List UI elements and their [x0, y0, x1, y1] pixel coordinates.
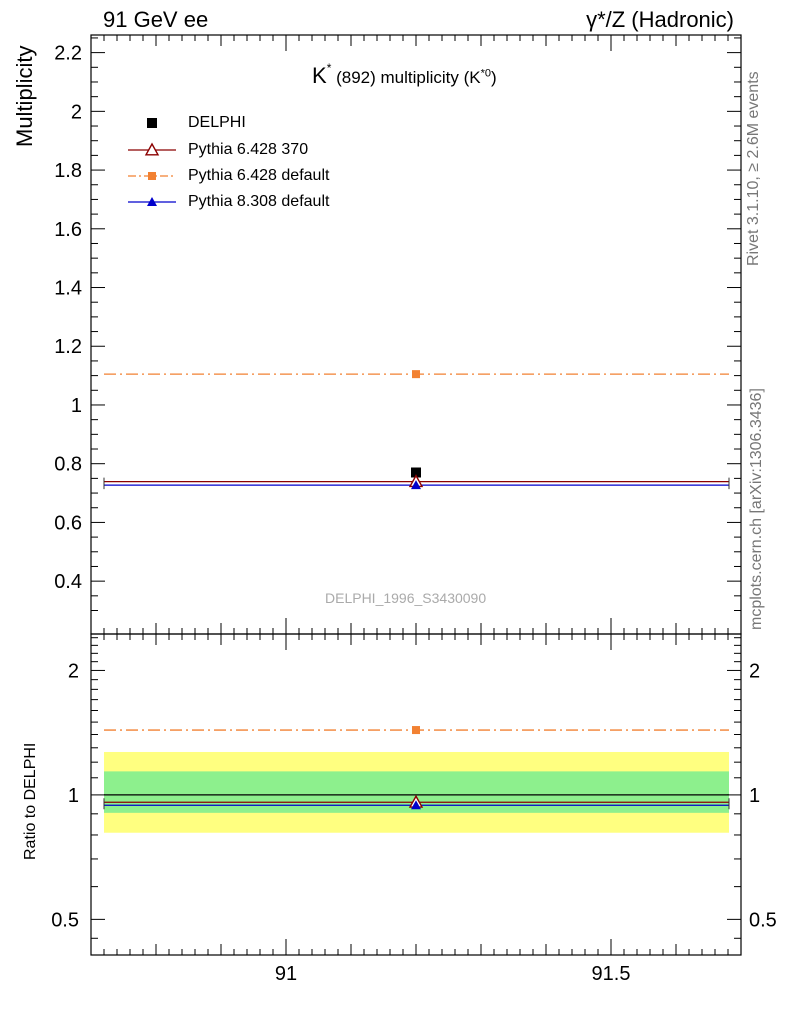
title-sup: *0 [480, 67, 492, 80]
energy-label: 91 GeV ee [103, 7, 209, 32]
main-y-tick-label: 1 [71, 395, 82, 417]
title-star: * [326, 61, 332, 76]
ratio-y-tick-label-right: 2 [749, 660, 760, 682]
main-y-tick-label: 0.4 [54, 571, 82, 593]
ratio-pythia8-default-point [411, 800, 421, 810]
main-y-tick-label: 2 [71, 101, 82, 123]
main-y-tick-label: 1.2 [54, 336, 82, 358]
legend-marker-pythia8-default [147, 197, 157, 206]
title-close: ) [491, 68, 497, 87]
mcplots-label: mcplots.cern.ch [arXiv:1306.3436] [748, 388, 765, 630]
legend-entry-pythia6-370: Pythia 6.428 370 [188, 141, 309, 158]
analysis-watermark: DELPHI_1996_S3430090 [325, 590, 487, 606]
legend-entry-pythia8-default: Pythia 8.308 default [188, 193, 330, 210]
process-label: γ*/Z (Hadronic) [586, 7, 734, 32]
main-y-tick-label: 0.8 [54, 454, 82, 476]
title-main: (892) multiplicity (K [336, 68, 481, 87]
ratio-y-tick-label-right: 1 [749, 785, 760, 807]
legend-marker-delphi [147, 118, 157, 128]
legend-marker-pythia6-default [148, 172, 156, 180]
ratio-pythia6-default-point [412, 726, 420, 735]
legend-marker-pythia6-370 [144, 142, 160, 156]
pythia6-default-point [412, 370, 420, 379]
main-y-tick-label: 0.6 [54, 512, 82, 534]
main-y-tick-label: 1.6 [54, 219, 82, 241]
title-k: K [312, 63, 327, 88]
ratio-y-tick-label-left: 2 [68, 660, 79, 682]
main-y-tick-label: 1.4 [54, 278, 82, 300]
plot-title: K* (892) multiplicity (K*0) [312, 61, 497, 89]
legend-entry-delphi: DELPHI [188, 114, 246, 131]
ratio-x-tick-label: 91.5 [592, 963, 631, 985]
main-y-tick-label: 2.2 [54, 43, 82, 65]
legend-entry-pythia6-default: Pythia 6.428 default [188, 167, 330, 184]
ratio-x-tick-label: 91 [275, 963, 297, 985]
ratio-y-tick-label-left: 0.5 [51, 909, 79, 931]
pythia8-default-point [411, 480, 421, 490]
ratio-y-axis-label: Ratio to DELPHI [22, 742, 39, 860]
main-y-tick-label: 1.8 [54, 160, 82, 182]
delphi-data-point [411, 467, 421, 478]
ratio-y-tick-label-right: 0.5 [749, 909, 777, 931]
ratio-y-tick-label-left: 1 [68, 785, 79, 807]
rivet-label: Rivet 3.1.10, ≥ 2.6M events [745, 71, 762, 266]
main-y-axis-label: Multiplicity [12, 45, 37, 147]
